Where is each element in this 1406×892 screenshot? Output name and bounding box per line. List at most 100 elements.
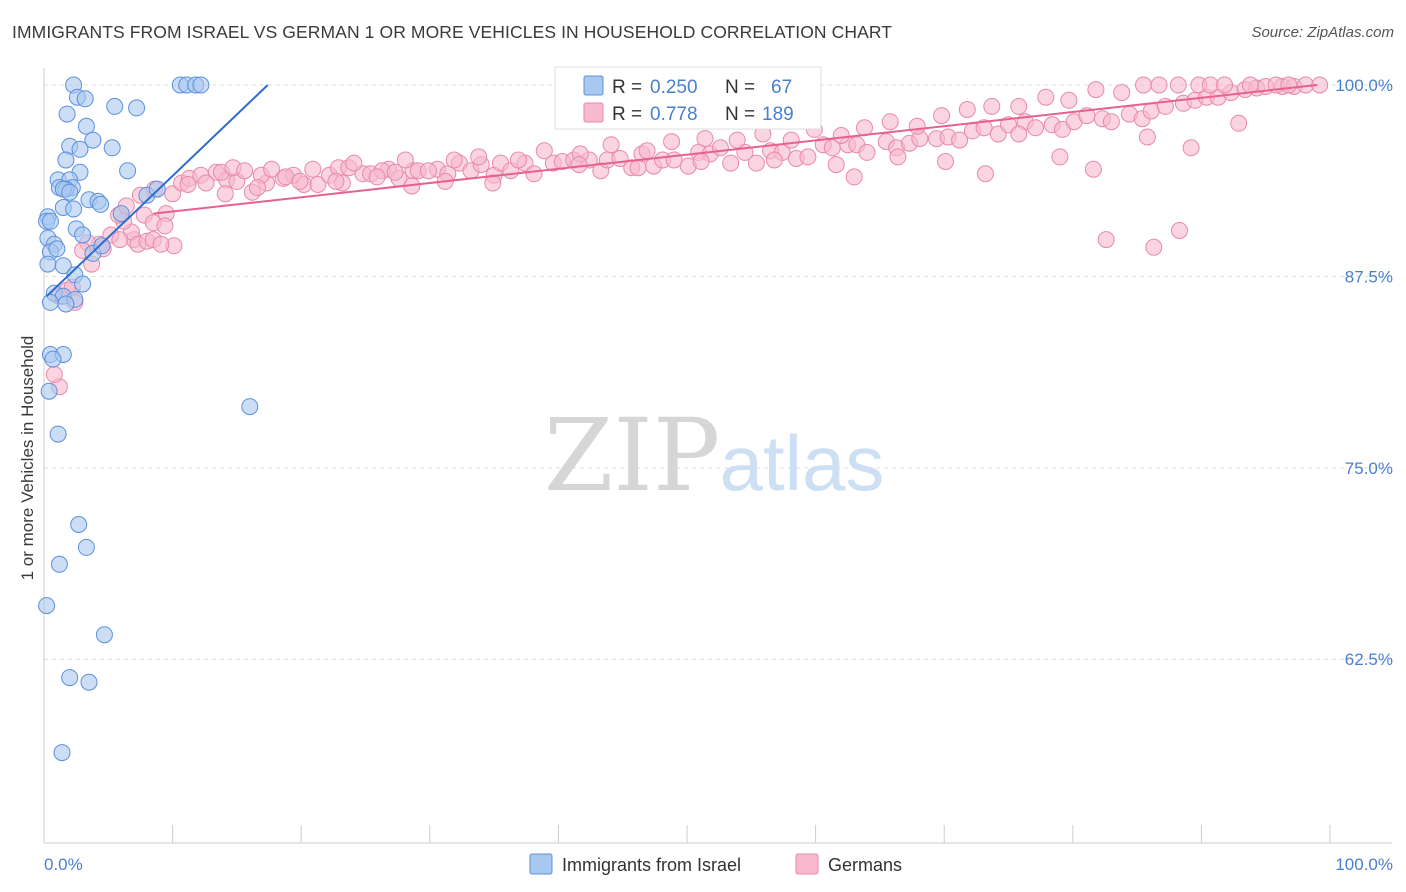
german-point-68 [711, 139, 729, 157]
german-point-195 [1097, 231, 1115, 249]
german-point-33 [309, 176, 327, 193]
germans-swatch [583, 102, 604, 123]
israel-point-65 [48, 240, 66, 258]
israel-point-10 [77, 117, 95, 135]
german-point-122 [263, 160, 281, 178]
trend-lines [45, 83, 1318, 298]
german-point-80 [858, 143, 876, 161]
bottom-legend-israel-label: Immigrants from Israel [562, 855, 741, 875]
german-point-165 [216, 185, 234, 203]
german-point-158 [1169, 76, 1187, 94]
german-point-153 [1060, 91, 1078, 109]
israel-point-56 [38, 597, 56, 615]
german-point-144 [832, 127, 850, 144]
german-point-166 [249, 179, 266, 197]
watermark: ZIP atlas [544, 397, 885, 514]
german-point-128 [386, 163, 404, 181]
german-point-71 [747, 154, 765, 172]
y-tick-label-2: 87.5% [1345, 267, 1393, 286]
german-point-157 [1150, 76, 1168, 94]
german-point-130 [420, 162, 437, 180]
germans-points [45, 76, 1329, 396]
israel-point-46 [57, 295, 75, 313]
german-point-184 [1084, 160, 1102, 178]
german-point-134 [535, 142, 553, 160]
israel-point-60 [53, 744, 71, 762]
german-point-177 [827, 156, 845, 174]
german-point-187 [1230, 114, 1248, 132]
israel-point-32 [41, 212, 59, 230]
german-point-164 [1280, 76, 1298, 94]
german-point-117 [197, 174, 215, 192]
german-point-173 [570, 156, 588, 174]
german-point-155 [1113, 84, 1131, 102]
german-point-186 [1182, 139, 1200, 157]
israel-n-value: 67 [771, 77, 792, 98]
german-point-132 [470, 148, 488, 166]
chart-title: IMMIGRANTS FROM ISRAEL VS GERMAN 1 OR MO… [12, 22, 893, 42]
german-point-147 [908, 117, 926, 135]
german-point-180 [937, 153, 954, 170]
german-point-75 [799, 148, 817, 166]
german-point-124 [304, 160, 322, 178]
german-point-196 [1145, 238, 1163, 256]
israel-point-64 [93, 237, 111, 255]
german-point-89 [975, 119, 993, 137]
gridlines [44, 84, 1390, 660]
y-tick-label-3: 100.0% [1335, 76, 1393, 95]
israel-point-58 [61, 669, 79, 687]
german-point-162 [1241, 76, 1259, 94]
israel-point-63 [112, 205, 130, 223]
germans-n-value: 189 [762, 104, 794, 125]
german-point-150 [983, 97, 1001, 115]
german-point-161 [1216, 76, 1233, 94]
german-point-137 [638, 142, 656, 160]
german-point-181 [976, 165, 994, 183]
bottom-legend-germans-swatch [795, 853, 819, 875]
german-point-148 [933, 107, 951, 125]
german-point-69 [722, 154, 740, 172]
israel-point-55 [50, 555, 68, 573]
israel-trend-line [45, 84, 269, 298]
israel-point-13 [103, 139, 121, 157]
german-point-140 [728, 131, 746, 149]
germans-r-label: R = [612, 104, 642, 125]
israel-point-45 [41, 293, 59, 311]
german-point-167 [291, 172, 309, 190]
israel-r-value: 0.250 [650, 77, 698, 98]
germans-r-value: 0.778 [650, 104, 698, 125]
israel-point-51 [49, 425, 67, 443]
y-tick-label-0: 62.5% [1345, 650, 1393, 669]
german-point-131 [445, 151, 463, 169]
israel-point-7 [106, 97, 124, 115]
german-point-188 [156, 217, 174, 235]
german-point-172 [484, 174, 502, 192]
israel-swatch [583, 75, 604, 96]
israel-point-39 [39, 255, 57, 273]
german-point-99 [1102, 113, 1120, 131]
source-label: Source: ZipAtlas.com [1251, 24, 1394, 41]
israel-point-14 [71, 140, 89, 158]
stats-legend: R = 0.250 N = 67 R = 0.778 N = 189 [554, 66, 822, 130]
bottom-legend-germans-label: Germans [828, 855, 902, 875]
israel-point-49 [44, 350, 62, 368]
axes [43, 68, 1392, 844]
israel-point-9 [58, 105, 76, 123]
german-point-136 [602, 136, 620, 154]
german-point-176 [765, 151, 783, 169]
german-point-154 [1087, 81, 1105, 99]
german-trend-line [153, 83, 1318, 215]
german-point-93 [1027, 119, 1044, 137]
israel-point-66 [74, 275, 92, 293]
german-point-139 [696, 130, 714, 148]
israel-points [38, 76, 259, 762]
israel-point-53 [70, 516, 88, 533]
german-point-120 [236, 162, 254, 180]
israel-point-54 [77, 538, 95, 556]
german-point-178 [845, 168, 863, 186]
german-point-129 [396, 151, 414, 169]
german-point-183 [1051, 148, 1069, 166]
israel-point-24 [61, 183, 79, 201]
israel-point-59 [80, 673, 98, 691]
israel-point-27 [92, 195, 110, 213]
